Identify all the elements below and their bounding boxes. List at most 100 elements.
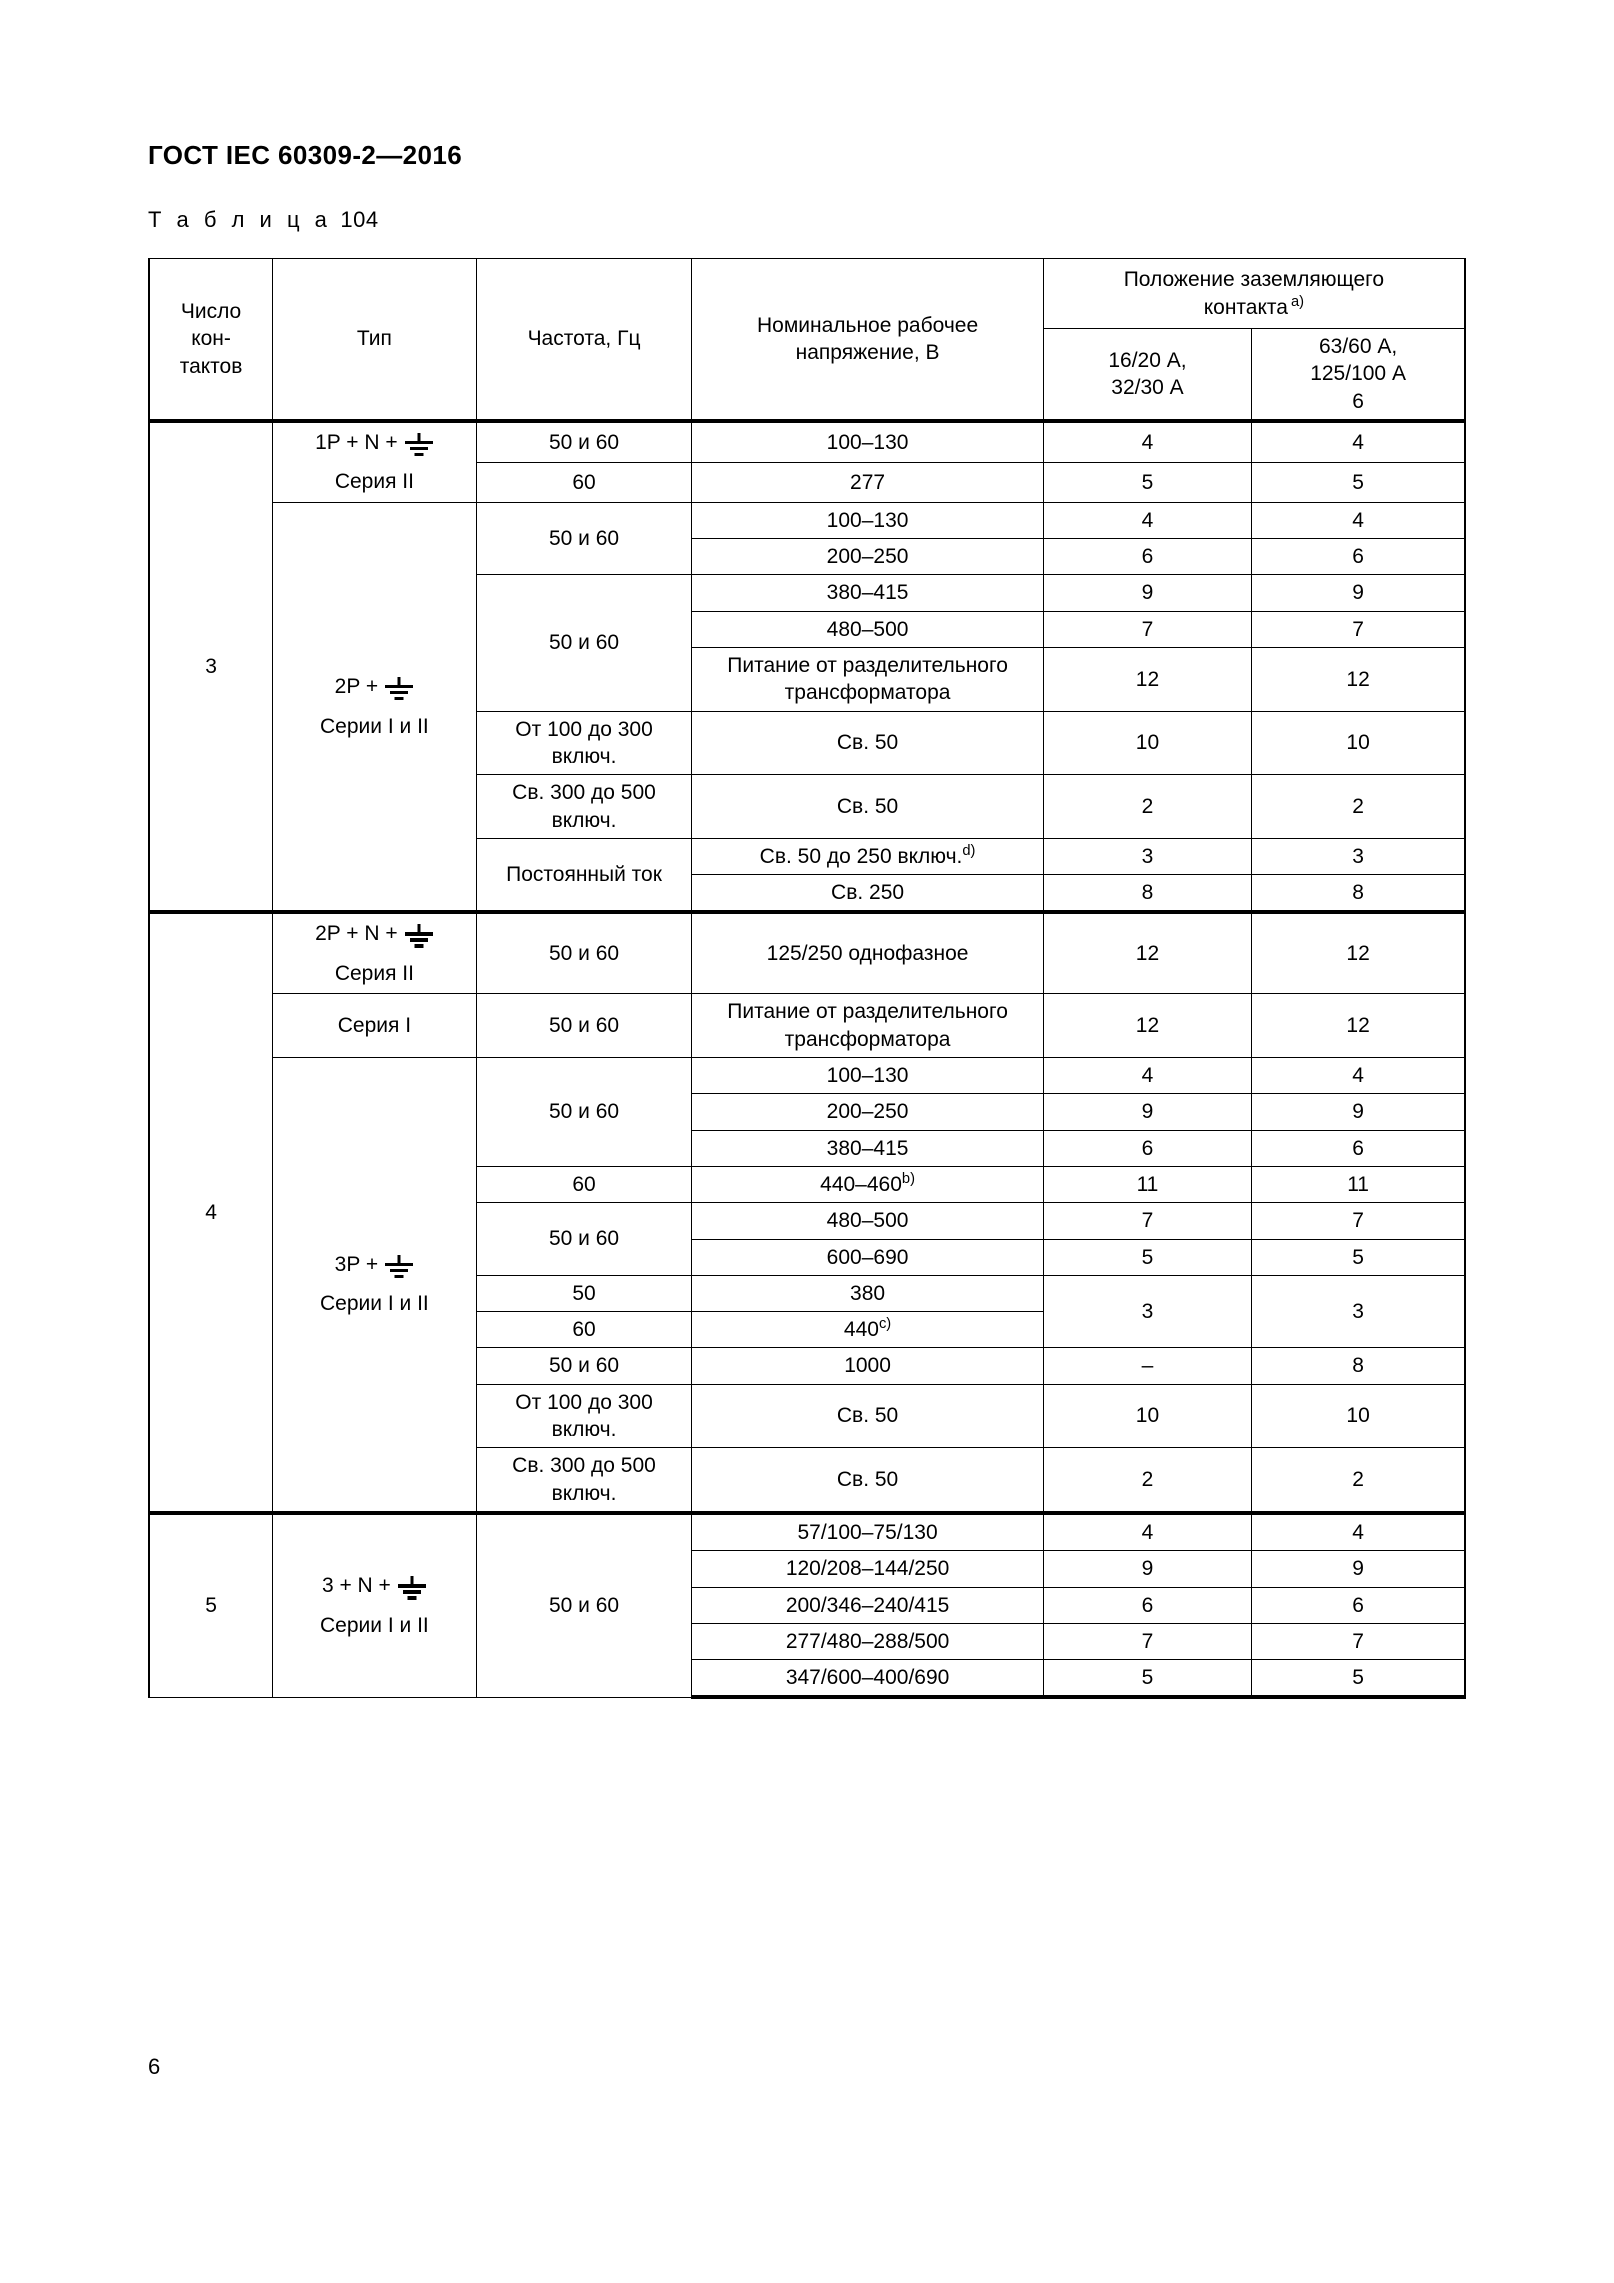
table-row: Постоянный ток Св. 50 до 250 включ.d) 3 3 xyxy=(149,837,1467,913)
cell-earth-position-63-125: 4 xyxy=(1251,1510,1467,1552)
cell-earth-position-16-32: 3 xyxy=(1042,1274,1253,1349)
table-row: Св. 300 до 500 включ. Св. 50 2 2 xyxy=(149,1447,1467,1514)
cell-earth-position-16-32: 6 xyxy=(1042,1129,1253,1167)
table-row: 200–250 9 9 xyxy=(149,1093,1467,1131)
cell-earth-position-63-125: 6 xyxy=(1251,538,1467,576)
cell-frequency: 50 xyxy=(475,1274,693,1313)
cell-earth-position-16-32: 8 xyxy=(1042,874,1253,913)
table-caption-label: Т а б л и ц а xyxy=(148,207,332,232)
cell-earth-position-63-125: 12 xyxy=(1251,993,1467,1059)
table-row: Св. 300 до 500 включ. Св. 50 2 2 xyxy=(149,774,1467,839)
cell-frequency: 60 xyxy=(475,1165,693,1204)
cell-frequency: 50 и 60 xyxy=(475,1202,693,1276)
header-amp1-l1: 16/20 А, xyxy=(1108,348,1187,372)
cell-earth-position-16-32: 7 xyxy=(1042,1622,1253,1661)
type-series: Серия I xyxy=(337,1014,412,1037)
header-contacts-l1: Число xyxy=(180,300,242,323)
cell-earth-position-16-32: 5 xyxy=(1042,461,1253,503)
header-amp1-l2: 32/30 А xyxy=(1111,375,1184,399)
cell-voltage: 100–130 xyxy=(691,1057,1044,1095)
footnote-ref: d) xyxy=(962,842,976,859)
cell-earth-position-16-32: 10 xyxy=(1042,1383,1253,1449)
cell-voltage: Питание от разделительного трансформатора xyxy=(691,993,1044,1059)
table-row: Питание от разделительного трансформатора… xyxy=(149,647,1467,712)
cell-contacts: 5 xyxy=(148,1510,274,1698)
table-row: 50 и 60 380–415 9 9 xyxy=(149,574,1467,712)
footnote-ref: c) xyxy=(878,1316,892,1333)
earth-ground-icon xyxy=(404,924,434,948)
cell-voltage: Св. 50 xyxy=(691,1383,1044,1449)
table-row: 50 и 60 480–500 7 7 xyxy=(149,1202,1467,1276)
header-earth-position: Положение заземляющего контакта a) xyxy=(1042,258,1466,329)
type-series: Серия II xyxy=(334,470,414,494)
cell-voltage: 380–415 xyxy=(691,1129,1044,1167)
cell-voltage: 100–130 xyxy=(691,501,1044,540)
cell-voltage: 277 xyxy=(691,461,1044,503)
earth-ground-icon xyxy=(384,1254,414,1279)
cell-type: 3 + N + Серии I и II xyxy=(272,1510,477,1698)
cell-frequency: 50 и 60 xyxy=(475,501,693,576)
cell-earth-position-16-32: 5 xyxy=(1042,1238,1253,1276)
cell-frequency: 50 и 60 xyxy=(475,993,693,1059)
cell-earth-position-16-32: 4 xyxy=(1042,1510,1253,1552)
cell-type: 3P + Серии I и II xyxy=(272,1057,477,1514)
cell-type: Серия I xyxy=(272,993,477,1059)
header-earth-l1: Положение заземляющего xyxy=(1123,268,1385,292)
page-number: 6 xyxy=(148,2054,161,2079)
footnote-ref: b) xyxy=(901,1170,915,1187)
header-row-1: Число кон- тактов Тип Частота, Гц Номина… xyxy=(148,257,1466,423)
header-amp2-l2: 125/100 А xyxy=(1310,362,1406,386)
cell-earth-position-16-32: 12 xyxy=(1042,647,1253,712)
cell-voltage: 480–500 xyxy=(691,1202,1044,1240)
cell-earth-position-63-125: 7 xyxy=(1251,1202,1467,1240)
cell-voltage: 440–460b) xyxy=(691,1165,1044,1204)
cell-earth-position-16-32: 9 xyxy=(1042,1550,1253,1588)
cell-frequency: Св. 300 до 500 включ. xyxy=(475,1447,693,1514)
type-series: Серии I и II xyxy=(320,1292,429,1316)
header-frequency: Частота, Гц xyxy=(475,257,693,423)
table-header: Число кон- тактов Тип Частота, Гц Номина… xyxy=(148,257,1467,423)
cell-frequency: От 100 до 300 включ. xyxy=(475,710,693,776)
table-row: 50 380 3 3 xyxy=(149,1274,1467,1349)
table-row: 3P + Серии I и II 50 и 60 100–130 4 4 xyxy=(149,1057,1467,1514)
cell-voltage: Св. 250 xyxy=(691,874,1044,913)
cell-earth-position-16-32: 2 xyxy=(1042,774,1253,839)
cell-earth-position-16-32: 9 xyxy=(1042,574,1253,612)
cell-voltage: Св. 50 до 250 включ.d) xyxy=(691,837,1044,876)
header-contacts: Число кон- тактов xyxy=(148,257,274,423)
cell-frequency: 60 xyxy=(475,1311,693,1349)
type-series: Серия II xyxy=(334,961,414,985)
cell-earth-position-63-125: 6 xyxy=(1251,1129,1467,1167)
header-amp-range-1: 16/20 А, 32/30 А xyxy=(1042,327,1253,423)
cell-voltage: 1000 xyxy=(691,1347,1044,1385)
cell-earth-position-63-125: 12 xyxy=(1251,910,1467,995)
cell-type: 2P + Серии I и II xyxy=(272,501,477,913)
table-caption: Т а б л и ц а 104 xyxy=(148,207,379,233)
cell-frequency: 60 xyxy=(475,461,693,503)
cell-voltage: 347/600–400/690 xyxy=(691,1659,1044,1700)
type-symbol: 2P + N + xyxy=(315,918,434,950)
table-row: 347/600–400/690 5 5 xyxy=(149,1659,1467,1700)
cell-earth-position-16-32: 2 xyxy=(1042,1447,1253,1514)
cell-earth-position-16-32: 6 xyxy=(1042,1586,1253,1624)
cell-earth-position-63-125: 4 xyxy=(1251,1057,1467,1095)
table-row: Св. 250 8 8 xyxy=(149,874,1467,913)
table-row: 50 и 60 1000–8 xyxy=(149,1347,1467,1385)
cell-earth-position-16-32: 12 xyxy=(1042,910,1253,995)
header-amp-range-2: 63/60 А, 125/100 А 6 xyxy=(1251,327,1467,423)
table-row: 600–690 5 5 xyxy=(149,1238,1467,1276)
cell-earth-position-63-125: 8 xyxy=(1251,874,1467,913)
header-voltage-l1: Номинальное рабочее xyxy=(756,313,979,337)
type-symbol: 3 + N + xyxy=(322,1570,427,1602)
cell-earth-position-63-125: 9 xyxy=(1251,574,1467,612)
cell-voltage: 100–130 xyxy=(691,418,1044,463)
table-row: 2P + Серии I и II 50 и 60 100–130 4 4 xyxy=(149,501,1467,913)
header-voltage-l2: напряжение, В xyxy=(795,340,940,364)
cell-earth-position-63-125: 4 xyxy=(1251,501,1467,540)
header-earth-footnote-ref: a) xyxy=(1290,293,1305,310)
cell-voltage: 57/100–75/130 xyxy=(691,1510,1044,1552)
cell-frequency: 50 и 60 xyxy=(475,1347,693,1385)
header-contacts-l2: кон- xyxy=(191,327,231,351)
header-row-2: 16/20 А, 32/30 А 63/60 А, 125/100 А 6 xyxy=(149,327,1467,423)
cell-earth-position-63-125: 7 xyxy=(1251,610,1467,649)
